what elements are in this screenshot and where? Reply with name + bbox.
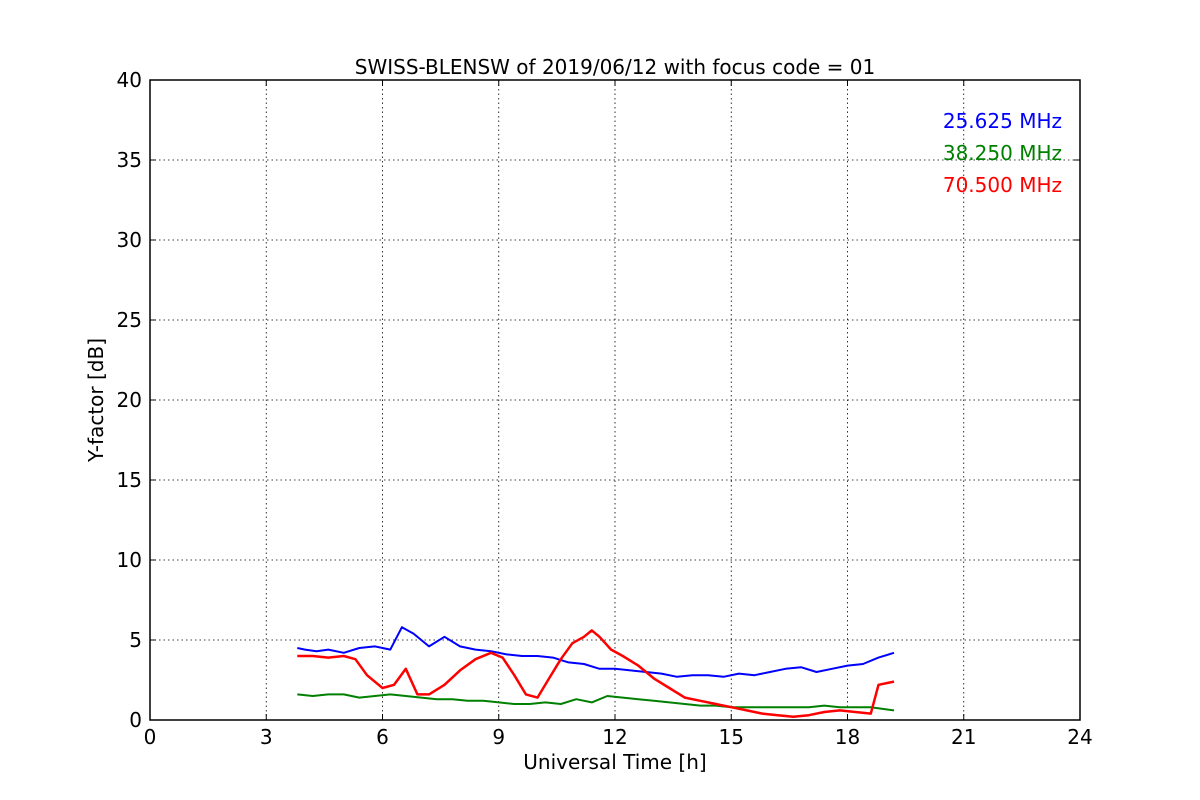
- legend-entry-3: 70.500 MHz: [943, 173, 1062, 197]
- legend-entry-1: 25.625 MHz: [943, 109, 1062, 133]
- series-line-3: [297, 629, 895, 719]
- y-tick-label: 20: [117, 388, 142, 412]
- series-layer: [297, 626, 895, 719]
- x-tick-label: 0: [144, 725, 157, 749]
- x-tick-label: 24: [1067, 725, 1092, 749]
- x-tick-label: 21: [951, 725, 976, 749]
- x-tick-label: 3: [260, 725, 273, 749]
- y-tick-label: 15: [117, 468, 142, 492]
- x-tick-label: 12: [602, 725, 627, 749]
- y-tick-label: 30: [117, 228, 142, 252]
- y-tick-label: 5: [129, 628, 142, 652]
- grid: [150, 80, 1080, 720]
- ticks: [149, 79, 1081, 721]
- y-tick-label: 40: [117, 68, 142, 92]
- y-tick-label: 0: [129, 708, 142, 732]
- y-tick-label: 35: [117, 148, 142, 172]
- y-axis-label: Y-factor [dB]: [84, 338, 108, 463]
- x-tick-label: 6: [376, 725, 389, 749]
- x-tick-label: 18: [835, 725, 860, 749]
- series-line-2: [297, 693, 895, 712]
- x-axis-label: Universal Time [h]: [523, 750, 706, 774]
- y-tick-label: 25: [117, 308, 142, 332]
- legend-entry-2: 38.250 MHz: [943, 141, 1062, 165]
- tick-labels: 0 3 6 9 12 15 18 21 24 0 5 10 15 20 25 30 35 40: [117, 68, 1093, 749]
- x-tick-label: 9: [492, 725, 505, 749]
- x-tick-label: 15: [719, 725, 744, 749]
- chart-title: SWISS-BLENSW of 2019/06/12 with focus co…: [355, 55, 876, 79]
- series-line-1: [297, 626, 895, 678]
- legend: 25.625 MHz 38.250 MHz 70.500 MHz: [943, 109, 1062, 197]
- y-tick-label: 10: [117, 548, 142, 572]
